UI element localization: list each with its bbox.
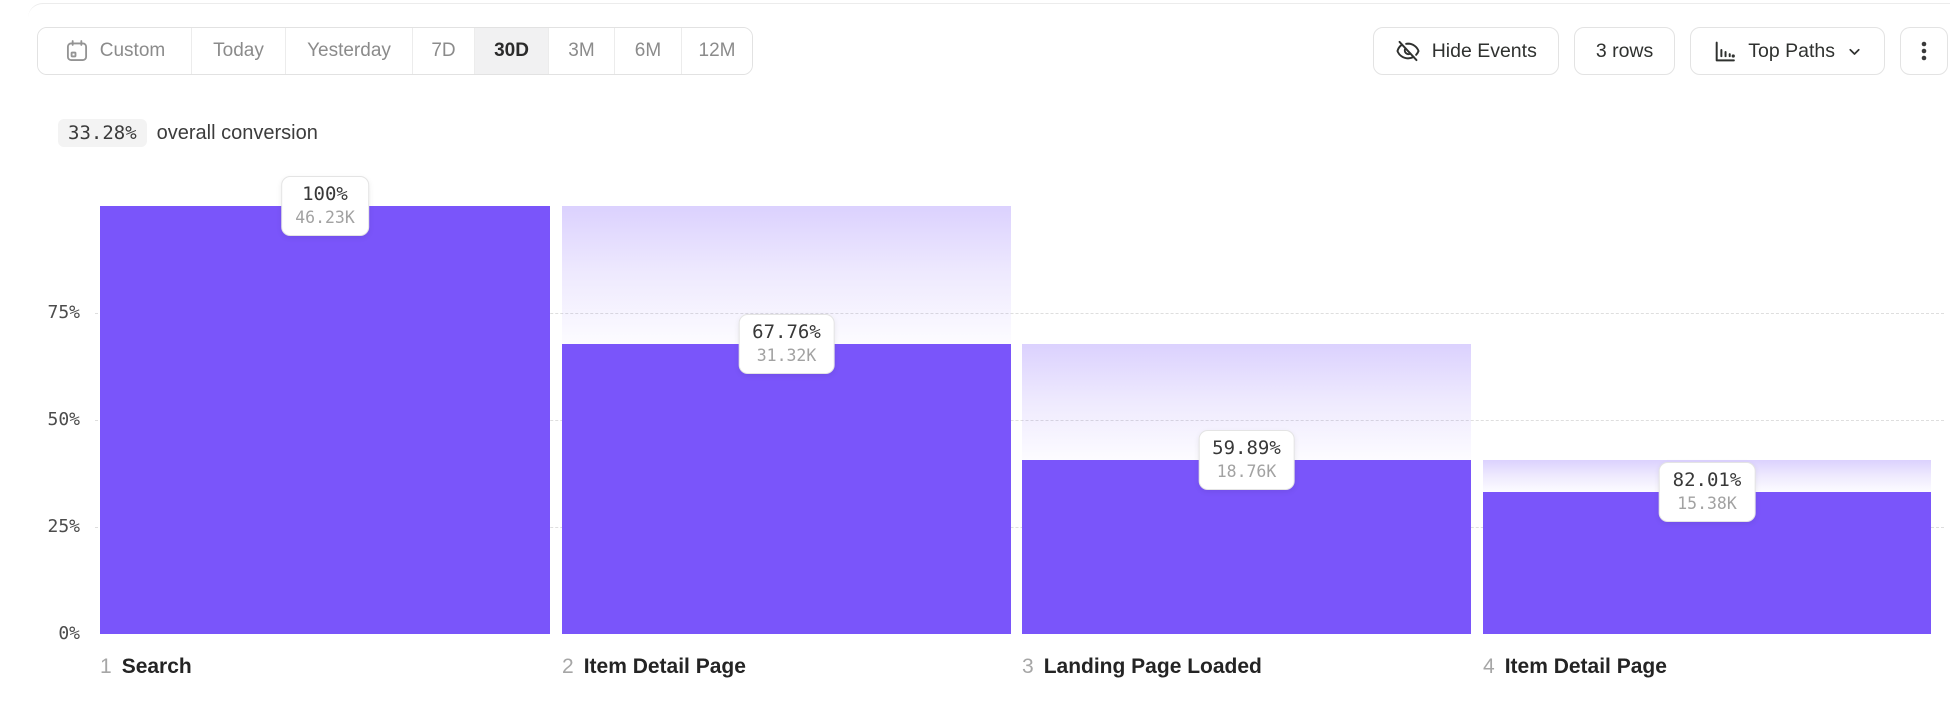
gridline-75% <box>95 313 1944 314</box>
tooltip-conversion-pct: 82.01% <box>1672 468 1742 491</box>
funnel-bar-step-2[interactable] <box>562 343 1011 634</box>
date-range-label: 12M <box>698 40 736 61</box>
date-range-label: Yesterday <box>307 40 391 61</box>
tooltip-count: 46.23K <box>295 208 355 227</box>
overall-conversion: 33.28% overall conversion <box>58 119 318 147</box>
more-options-button[interactable] <box>1900 27 1948 75</box>
rows-label: 3 rows <box>1595 39 1654 62</box>
funnel-bar-step-1[interactable] <box>100 206 550 634</box>
step-label-4: 4 Item Detail Page <box>1483 655 1667 679</box>
date-range-label: 30D <box>494 40 529 61</box>
histogram-icon <box>1715 41 1736 61</box>
date-range-7d[interactable]: 7D <box>413 28 475 74</box>
conversion-tooltip-step-2: 67.76% 31.32K <box>738 313 835 374</box>
hide-events-button[interactable]: Hide Events <box>1372 27 1559 75</box>
chevron-down-icon <box>1849 48 1860 55</box>
date-range-custom[interactable]: Custom <box>38 28 192 74</box>
step-number: 2 <box>562 655 574 678</box>
date-range-30d[interactable]: 30D <box>475 28 549 74</box>
calendar-icon <box>66 40 87 62</box>
date-range-today[interactable]: Today <box>192 28 286 74</box>
y-axis-tick: 75% <box>47 302 80 323</box>
hide-events-label: Hide Events <box>1431 39 1537 62</box>
date-range-yesterday[interactable]: Yesterday <box>286 28 413 74</box>
step-label-2: 2 Item Detail Page <box>562 655 746 679</box>
y-axis-tick: 50% <box>47 409 80 430</box>
gridline-25% <box>95 527 1944 528</box>
y-axis-tick: 25% <box>47 516 80 537</box>
kebab-menu-icon <box>1921 41 1927 61</box>
y-axis-tick: 0% <box>58 623 80 644</box>
conversion-tooltip-step-3: 59.89% 18.76K <box>1198 430 1295 491</box>
date-range-6m[interactable]: 6M <box>615 28 682 74</box>
date-range-3m[interactable]: 3M <box>549 28 615 74</box>
step-number: 4 <box>1483 655 1495 678</box>
date-range-label: 3M <box>568 40 595 61</box>
step-name: Item Detail Page <box>1504 655 1667 678</box>
overall-conversion-value: 33.28% <box>58 119 147 147</box>
top-paths-label: Top Paths <box>1748 39 1835 62</box>
card-top-edge <box>28 3 1950 18</box>
tooltip-count: 31.32K <box>756 345 817 365</box>
step-label-3: 3 Landing Page Loaded <box>1022 655 1262 679</box>
step-name: Item Detail Page <box>583 655 746 678</box>
tooltip-conversion-pct: 67.76% <box>752 320 821 343</box>
tooltip-conversion-pct: 59.89% <box>1212 437 1281 460</box>
date-range-label: 6M <box>634 40 662 61</box>
eye-off-icon <box>1396 40 1420 62</box>
toolbar-actions: Hide Events 3 rows Top Paths <box>1372 27 1948 75</box>
rows-button[interactable]: 3 rows <box>1573 27 1676 75</box>
date-range-control: Custom Today Yesterday 7D 30D 3M 6M 12M <box>37 27 753 75</box>
date-range-label: Today <box>213 40 264 61</box>
conversion-tooltip-step-4: 82.01% 15.38K <box>1658 461 1756 522</box>
tooltip-count: 15.38K <box>1677 493 1737 513</box>
overall-conversion-label: overall conversion <box>156 121 318 144</box>
step-label-1: 1 Search <box>100 655 192 679</box>
conversion-tooltip-step-1: 100% 46.23K <box>281 176 369 236</box>
step-name: Landing Page Loaded <box>1043 655 1262 678</box>
step-number: 1 <box>100 655 112 678</box>
gridline-50% <box>95 420 1944 421</box>
date-range-label: Custom <box>99 40 166 61</box>
tooltip-conversion-pct: 100% <box>302 183 348 205</box>
step-number: 3 <box>1022 655 1034 678</box>
step-name: Search <box>121 655 192 678</box>
date-range-12m[interactable]: 12M <box>682 28 752 74</box>
tooltip-count: 18.76K <box>1216 462 1277 482</box>
date-range-label: 7D <box>431 40 456 61</box>
top-paths-button[interactable]: Top Paths <box>1690 27 1885 75</box>
